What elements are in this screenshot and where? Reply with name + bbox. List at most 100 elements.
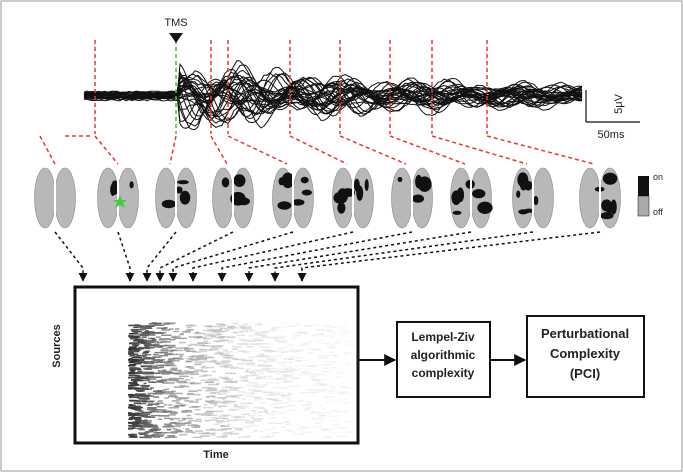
matrix-cell [184,386,189,388]
matrix-cell [128,407,135,409]
matrix-cell [175,429,180,431]
matrix-cell [220,336,230,338]
matrix-cell [140,426,150,428]
matrix-cell [190,377,193,379]
matrix-cell [201,367,208,369]
matrix-cell [150,362,158,364]
matrix-cell [281,427,285,429]
stimulus-label: TMS [164,17,187,29]
activation [520,178,527,191]
matrix-cell [150,387,154,389]
matrix-cell [334,340,341,342]
matrix-cell [325,437,333,439]
matrix-cell [281,352,284,354]
matrix-cell [150,408,155,410]
matrix-cell [268,360,275,362]
matrix-cell [301,382,306,384]
matrix-cell [248,382,258,384]
matrix-cell [247,369,251,371]
matrix-cell [128,387,133,389]
matrix-cell [130,417,134,419]
matrix-cell [299,400,304,402]
matrix-cell [293,385,301,387]
matrix-cell [149,401,154,403]
matrix-cell [317,425,321,427]
matrix-cell [320,379,327,381]
matrix-cell [184,370,188,372]
matrix-cell [325,328,330,330]
matrix-cell [197,358,207,360]
matrix-cell [304,343,312,345]
matrix-cell [345,340,353,342]
matrix-cell [224,393,227,395]
matrix-cell [208,388,217,390]
matrix-cell [167,362,173,364]
matrix-cell [168,425,174,427]
matrix-cell [220,366,229,368]
matrix-cell [343,361,350,363]
matrix-cell [143,398,150,400]
matrix-cell [279,364,286,366]
matrix-cell [245,331,249,333]
matrix-cell [300,344,307,346]
matrix-cell [205,390,211,392]
matrix-cell [152,322,157,324]
matrix-cell [235,429,242,431]
matrix-cell [260,346,263,348]
matrix-cell [156,344,160,346]
matrix-cell [185,428,190,430]
matrix-cell [297,409,305,411]
matrix-cell [344,329,351,331]
matrix-cell [328,391,339,393]
matrix-cell [284,421,290,423]
matrix-cell [326,329,332,331]
matrix-cell [188,371,199,373]
matrix-cell [292,377,298,379]
matrix-cell [164,323,170,325]
matrix-cell [330,416,339,418]
matrix-cell [222,362,229,364]
matrix-cell [197,336,203,338]
matrix-cell [308,341,312,343]
matrix-cell [248,388,257,390]
matrix-cell [257,322,262,324]
matrix-cell [142,337,147,339]
matrix-cell [227,342,234,344]
matrix-cell [168,404,172,406]
matrix-cell [264,429,273,431]
matrix-cell [196,419,202,421]
matrix-cell [206,381,214,383]
matrix-cell [139,411,144,413]
matrix-cell [248,402,254,404]
matrix-cell [159,355,168,357]
matrix-cell [304,369,310,371]
matrix-cell [266,435,270,437]
activation [453,211,462,215]
matrix-cell [336,372,344,374]
matrix-cell [255,334,264,336]
matrix-cell [182,419,186,421]
matrix-cell [281,402,288,404]
matrix-cell [259,390,264,392]
matrix-cell [164,404,167,406]
activation [301,177,309,184]
matrix-cell [216,436,227,438]
matrix-cell [302,426,309,428]
matrix-cell [263,384,267,386]
matrix-cell [251,340,261,342]
matrix-cell [225,364,233,366]
matrix-cell [139,423,146,425]
matrix-cell [164,362,168,364]
matrix-cell [330,369,334,371]
matrix-cell [316,421,325,423]
matrix-cell [268,399,277,401]
matrix-cell [263,347,270,349]
matrix-cell [304,336,311,338]
matrix-cell [223,355,234,357]
figure: TMS 5μV 50ms on off Sources Time Lempel-… [0,0,683,472]
hemisphere [35,168,56,228]
matrix-cell [245,422,254,424]
activation [398,177,403,182]
matrix-cell [203,330,207,332]
matrix-cell [143,389,149,391]
